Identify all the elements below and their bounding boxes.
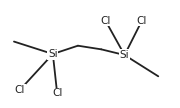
Text: Si: Si — [120, 50, 129, 60]
Text: Si: Si — [48, 49, 58, 59]
Text: Cl: Cl — [137, 16, 147, 26]
Text: Cl: Cl — [15, 85, 25, 95]
Text: Cl: Cl — [100, 16, 111, 26]
Text: Cl: Cl — [52, 88, 62, 98]
